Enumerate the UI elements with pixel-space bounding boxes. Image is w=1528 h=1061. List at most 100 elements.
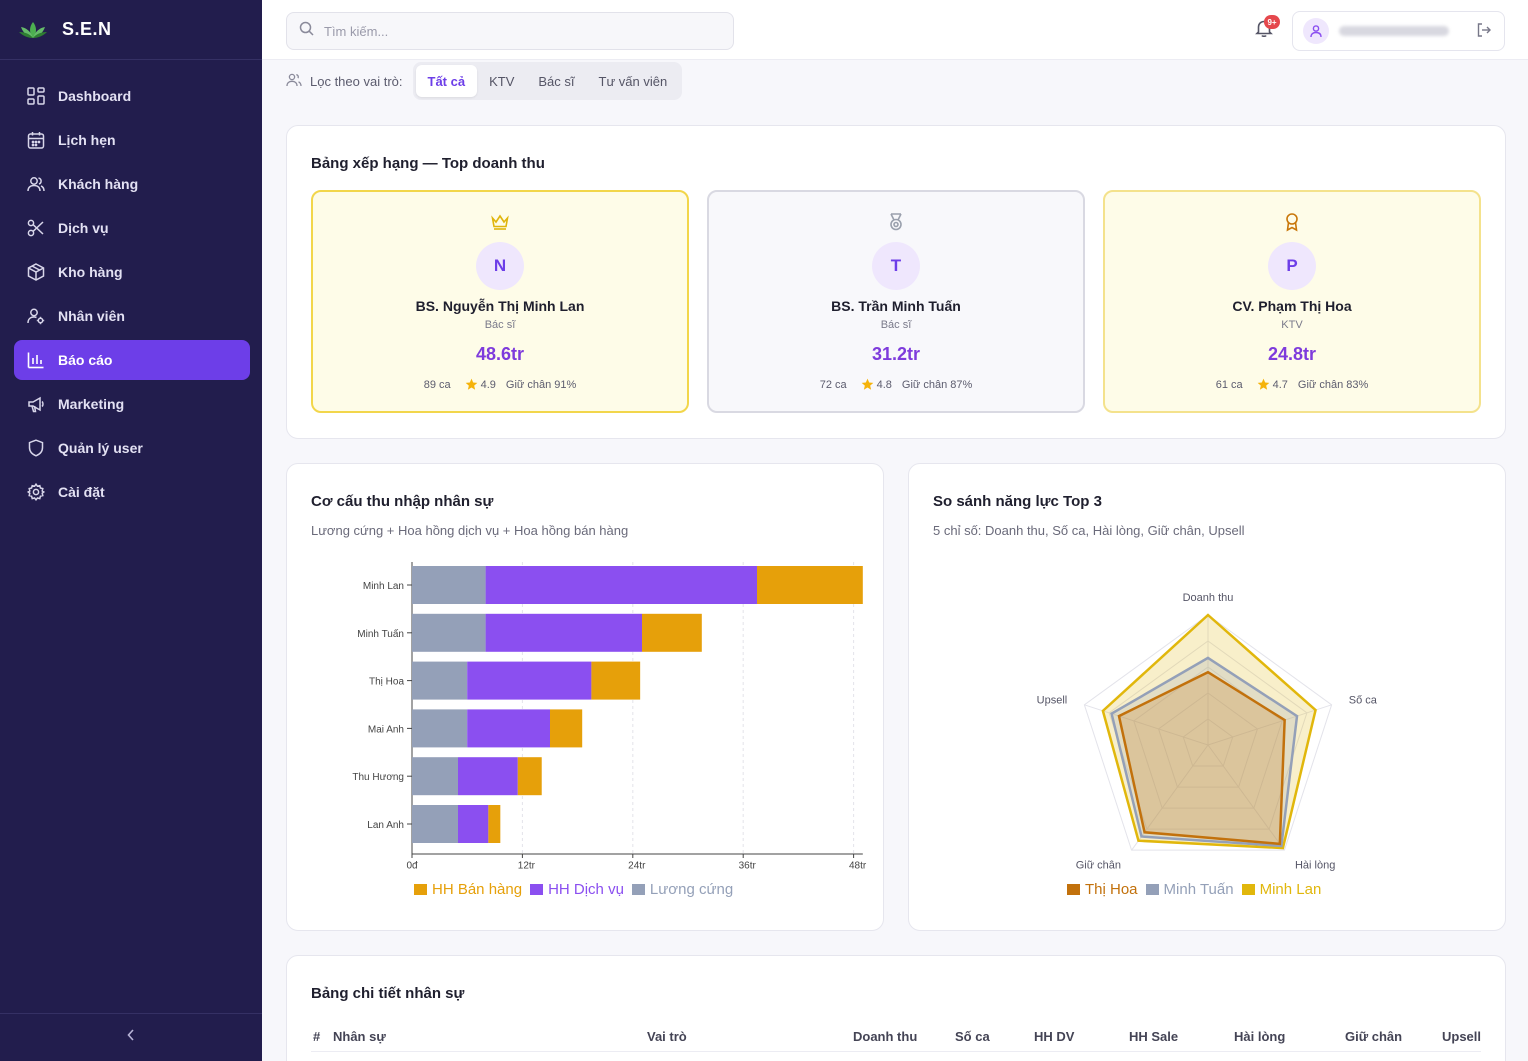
column-header-index[interactable]: # xyxy=(313,1029,321,1044)
sidebar-item-marketing[interactable]: Marketing xyxy=(14,384,250,424)
column-header-role[interactable]: Vai trò xyxy=(647,1029,687,1044)
column-header-sales-commission[interactable]: HH Sale xyxy=(1129,1029,1179,1044)
leaderboard-card-2[interactable]: T BS. Trần Minh Tuấn Bác sĩ 31.2tr 72 ca… xyxy=(707,190,1085,413)
sidebar-item-settings[interactable]: Cài đặt xyxy=(14,472,250,512)
column-header-upsell[interactable]: Upsell xyxy=(1442,1029,1482,1044)
radar-chart-legend: Thị Hoa Minh Tuấn Minh Lan xyxy=(1067,881,1329,898)
y-tick-label: Mai Anh xyxy=(368,724,404,735)
column-header-service-commission[interactable]: HH DV xyxy=(1034,1029,1075,1044)
role-filter: Lọc theo vai trò: Tất cả KTV Bác sĩ Tư v… xyxy=(286,62,683,100)
rating-value: 4.7 xyxy=(1272,378,1288,391)
y-tick-label: Minh Lan xyxy=(363,581,404,592)
sidebar-item-dashboard[interactable]: Dashboard xyxy=(14,76,250,116)
bar-segment xyxy=(517,757,542,796)
legend-swatch xyxy=(1067,884,1080,895)
sidebar-item-label: Marketing xyxy=(58,396,125,412)
bar-segment xyxy=(485,566,757,604)
bar-segment xyxy=(412,709,468,748)
notification-button[interactable]: 9+ xyxy=(1254,15,1280,42)
legend-item[interactable]: Minh Lan xyxy=(1241,881,1321,898)
y-tick-label: Thu Hương xyxy=(352,772,404,783)
sidebar-item-user-management[interactable]: Quản lý user xyxy=(14,428,250,468)
column-header-satisfaction[interactable]: Hài lòng xyxy=(1234,1029,1286,1044)
sidebar-item-services[interactable]: Dịch vụ xyxy=(14,208,250,248)
y-tick-label: Thị Hoa xyxy=(369,677,404,688)
dashboard-icon xyxy=(26,86,46,106)
sidebar-item-inventory[interactable]: Kho hàng xyxy=(14,252,250,292)
role-filter-tabs: Tất cả KTV Bác sĩ Tư vấn viên xyxy=(412,62,683,100)
logout-icon[interactable] xyxy=(1476,22,1494,40)
tab-all[interactable]: Tất cả xyxy=(415,65,478,97)
income-bar-chart: Minh Lan Minh Tuấn Thị Hoa Mai Anh Thu Hương… xyxy=(352,562,867,870)
avatar: T xyxy=(872,242,920,290)
rating-value: 4.9 xyxy=(480,378,496,391)
sidebar-item-staff[interactable]: Nhân viên xyxy=(14,296,250,336)
tab-consultant[interactable]: Tư vấn viên xyxy=(598,73,668,89)
legend-item[interactable]: HH Dịch vụ xyxy=(530,881,624,898)
radar-axis-label: Số ca xyxy=(1349,694,1378,706)
staff-role: Bác sĩ xyxy=(880,319,912,331)
cases-count: 89 ca xyxy=(423,378,451,391)
box-icon xyxy=(26,262,46,282)
legend-label: Minh Tuấn xyxy=(1163,881,1234,898)
leaderboard-card-3[interactable]: P CV. Phạm Thị Hoa KTV 24.8tr 61 ca 4.7 … xyxy=(1103,190,1481,413)
tab-ktv[interactable]: KTV xyxy=(489,73,515,89)
radar-grid-ring xyxy=(1157,692,1259,788)
staff-revenue: 31.2tr xyxy=(871,344,921,364)
sidebar-item-label: Khách hàng xyxy=(58,176,139,192)
column-header-cases[interactable]: Số ca xyxy=(955,1029,990,1044)
users-icon xyxy=(286,72,310,91)
legend-item[interactable]: Minh Tuấn xyxy=(1145,881,1234,898)
retention-value: Giữ chân 83% xyxy=(1297,378,1369,391)
sidebar-item-reports[interactable]: Báo cáo xyxy=(14,340,250,380)
income-chart-subtitle: Lương cứng + Hoa hồng dịch vụ + Hoa hồng… xyxy=(311,523,629,538)
bar-segment xyxy=(412,757,458,796)
retention-value: Giữ chân 87% xyxy=(901,378,973,391)
search-input[interactable] xyxy=(324,23,704,39)
bar-segment xyxy=(485,613,642,652)
bar-segment xyxy=(412,613,486,652)
radar-chart-title: So sánh năng lực Top 3 xyxy=(933,493,1102,510)
legend-swatch xyxy=(530,884,544,895)
x-tick-label: 12tr xyxy=(518,860,536,870)
leaderboard-title: Bảng xếp hạng — Top doanh thu xyxy=(311,155,545,172)
legend-item[interactable]: HH Bán hàng xyxy=(414,881,522,898)
column-header-retention[interactable]: Giữ chân xyxy=(1345,1029,1403,1044)
cases-count: 61 ca xyxy=(1215,378,1243,391)
sidebar-item-customers[interactable]: Khách hàng xyxy=(14,164,250,204)
bar-segment xyxy=(458,757,518,796)
staff-detail-card: Bảng chi tiết nhân sự # Nhân sự Vai trò … xyxy=(286,955,1506,1061)
legend-item[interactable]: Thị Hoa xyxy=(1067,881,1138,898)
staff-revenue: 48.6tr xyxy=(475,344,525,364)
sidebar-item-label: Dashboard xyxy=(58,88,132,104)
capability-radar-chart: Doanh thu Số ca Hài lòng Giữ chân Upsell xyxy=(1037,592,1378,872)
brand[interactable]: S.E.N xyxy=(0,0,262,60)
search-box[interactable] xyxy=(286,12,734,50)
staff-revenue: 24.8tr xyxy=(1267,344,1317,364)
radar-grid-ring xyxy=(1108,640,1308,830)
shield-icon xyxy=(26,438,46,458)
role-filter-label: Lọc theo vai trò: xyxy=(286,72,403,91)
bar-segment xyxy=(757,566,863,604)
retention-value: Giữ chân 91% xyxy=(505,378,577,391)
sidebar-item-appointments[interactable]: Lịch hẹn xyxy=(14,120,250,160)
leaderboard-card: Bảng xếp hạng — Top doanh thu N BS. Nguy… xyxy=(286,125,1506,439)
avatar: P xyxy=(1268,242,1316,290)
radar-series-area xyxy=(1117,670,1286,846)
user-menu[interactable] xyxy=(1292,11,1505,51)
sidebar-item-label: Quản lý user xyxy=(58,440,143,456)
radar-axis-label: Doanh thu xyxy=(1183,592,1234,604)
leaderboard-card-1[interactable]: N BS. Nguyễn Thị Minh Lan Bác sĩ 48.6tr … xyxy=(311,190,689,413)
sidebar-collapse-button[interactable] xyxy=(0,1013,262,1061)
cases-count: 72 ca xyxy=(819,378,847,391)
legend-label: Thị Hoa xyxy=(1085,881,1138,898)
column-header-staff[interactable]: Nhân sự xyxy=(333,1029,386,1044)
tab-doctor[interactable]: Bác sĩ xyxy=(538,73,575,89)
staff-name: BS. Nguyễn Thị Minh Lan xyxy=(415,298,585,314)
staff-role: KTV xyxy=(1281,319,1303,331)
medal-icon xyxy=(886,212,906,232)
column-header-revenue[interactable]: Doanh thu xyxy=(853,1029,918,1044)
radar-series-area xyxy=(1110,656,1299,848)
staff-stats: 89 ca 4.9 Giữ chân 91% xyxy=(313,378,687,391)
legend-item[interactable]: Lương cứng xyxy=(631,881,733,898)
